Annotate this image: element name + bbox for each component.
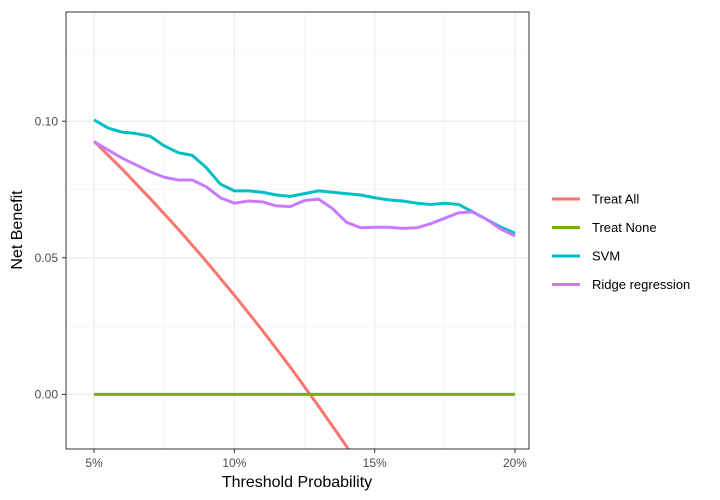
x-tick-label: 5% [85,456,103,470]
legend-label-svm: SVM [592,249,620,264]
x-tick-label: 15% [363,456,387,470]
x-axis-title: Threshold Probability [222,474,372,491]
x-axis-ticks: 5% 10% 15% 20% [85,449,527,470]
panel-background [66,12,529,449]
series-lines [93,118,516,449]
series-line-treat-all [93,140,351,449]
legend: Treat All Treat None SVM Ridge regression [552,192,690,292]
x-tick-label: 10% [222,456,246,470]
legend-label-treat-none: Treat None [592,220,657,235]
x-tick-label: 20% [503,456,527,470]
series-line-svm [93,118,516,235]
y-tick-label: 0.10 [35,114,59,128]
y-tick-label: 0.05 [35,251,59,265]
y-axis-title: Net Benefit [9,190,26,270]
legend-label-treat-all: Treat All [592,192,639,207]
legend-label-ridge-regression: Ridge regression [592,277,690,292]
panel-border [65,11,530,450]
series-line-ridge-regression [93,140,516,238]
y-tick-label: 0.00 [35,387,59,401]
y-axis-ticks: 0.00 0.05 0.10 [35,114,66,401]
